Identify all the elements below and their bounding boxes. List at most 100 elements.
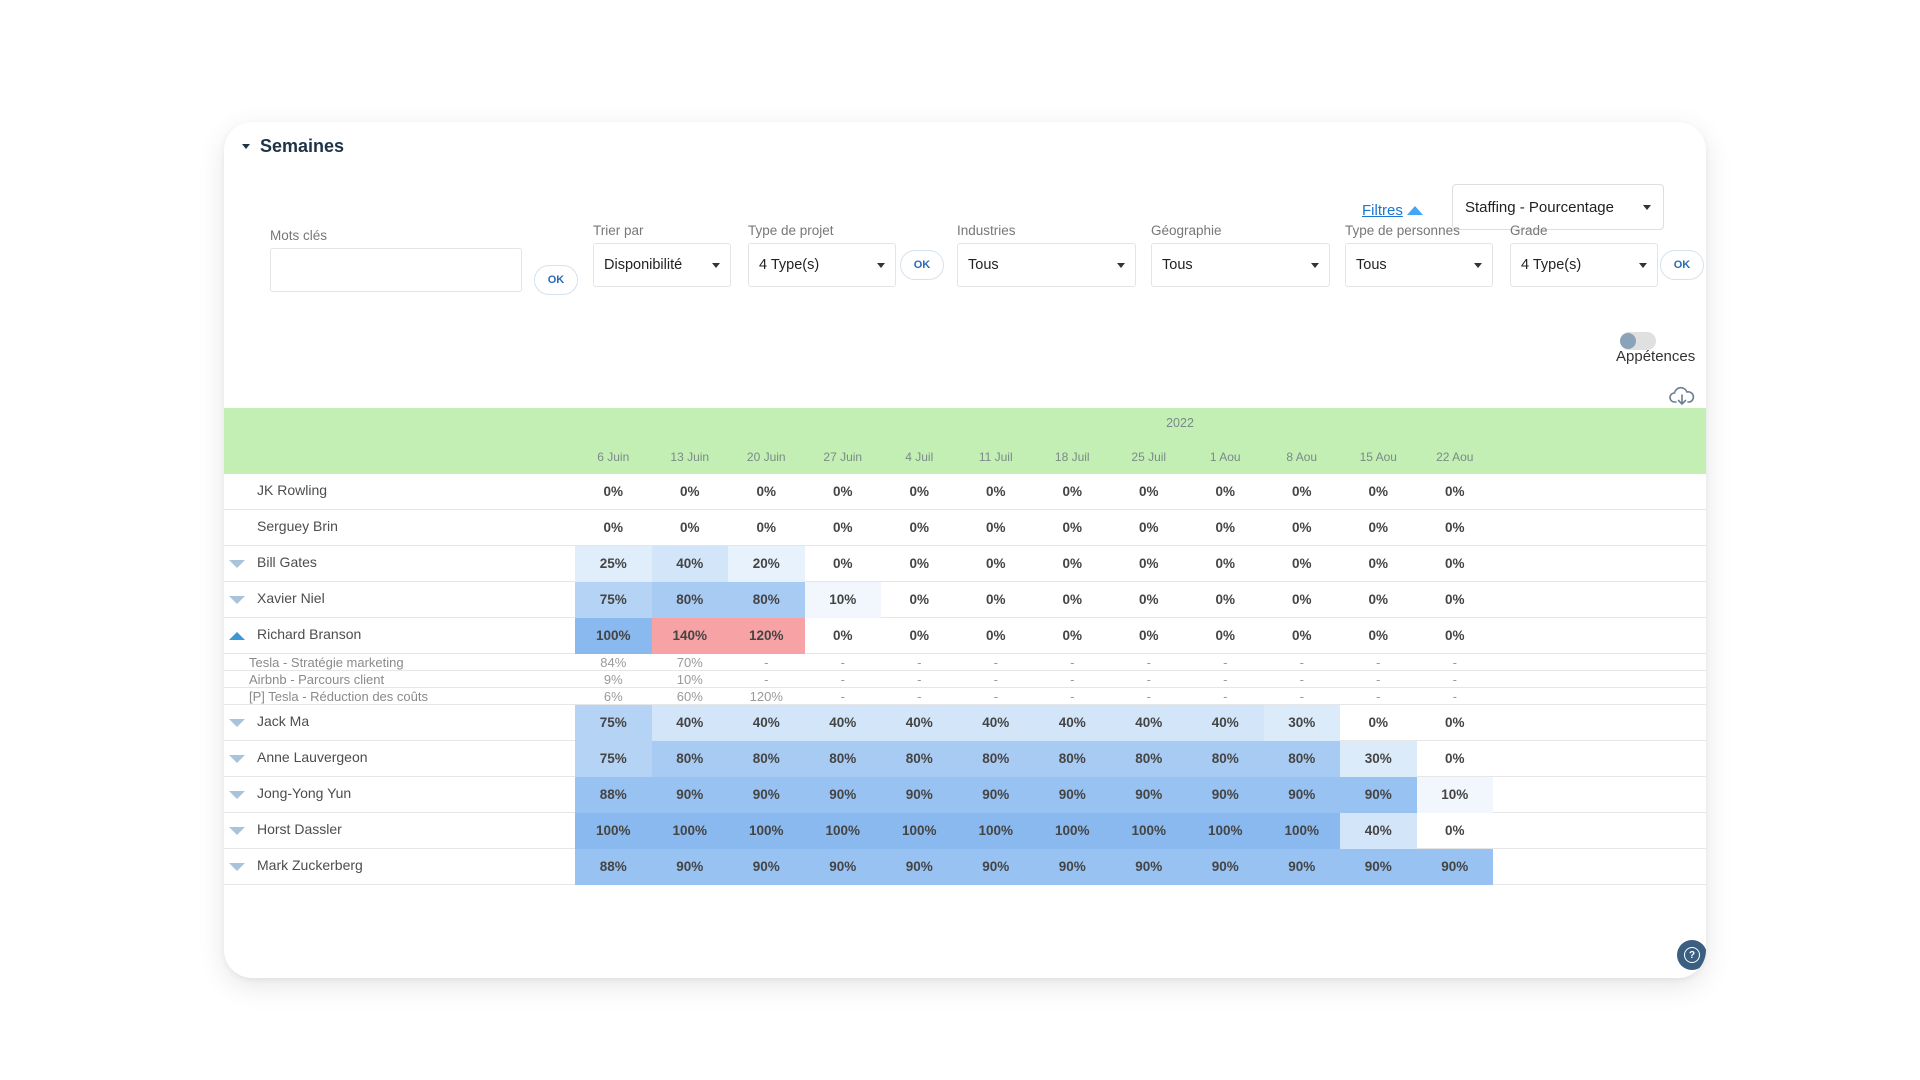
staffing-cell[interactable]: 0% [1444,823,1465,838]
project-type-select[interactable]: 4 Type(s) [748,243,896,287]
staffing-cell[interactable]: 40% [651,705,728,741]
staffing-cell[interactable]: 10% [1416,777,1493,813]
person-row[interactable]: Serguey Brin 0% 0% 0% 0% 0% 0% 0% 0% 0% 0% 0% 0% [224,510,1706,546]
staffing-cell[interactable]: 40% [1187,705,1264,741]
staffing-cell[interactable]: 40% [881,705,958,741]
cloud-download-icon[interactable] [1669,386,1695,406]
staffing-cell[interactable]: 0% [832,628,853,643]
staffing-cell[interactable]: 90% [957,777,1034,813]
person-row[interactable]: Richard Branson 100% 140% 120% 0% 0% 0% 0% 0% 0% 0… [224,618,1706,654]
project-type-ok-button[interactable]: OK [900,250,944,280]
staffing-cell[interactable]: 0% [1291,592,1312,607]
staffing-cell[interactable]: 0% [1291,520,1312,535]
filters-link-label[interactable]: Filtres [1362,202,1403,219]
person-row[interactable]: Jong-Yong Yun 88% 90% 90% 90% 90% 90% 90% 90% 90%… [224,777,1706,813]
staffing-cell[interactable]: 0% [603,484,623,499]
staffing-cell[interactable]: 0% [909,592,929,607]
staffing-cell[interactable]: 0% [832,556,853,571]
help-button[interactable]: ? [1677,940,1706,970]
person-row[interactable]: Xavier Niel 75% 80% 80% 10% 0% 0% 0% 0% 0% 0% 0% 0% [224,582,1706,618]
staffing-cell[interactable]: 140% [651,618,728,654]
staffing-cell[interactable]: 100% [1187,813,1264,849]
staffing-cell[interactable]: 100% [804,813,881,849]
staffing-cell[interactable]: 90% [881,849,958,885]
staffing-cell[interactable]: 75% [575,582,652,618]
staffing-cell[interactable]: 0% [756,520,776,535]
staffing-cell[interactable]: 0% [1215,628,1235,643]
staffing-cell[interactable]: 0% [1291,556,1312,571]
grade-select[interactable]: 4 Type(s) [1510,243,1658,287]
staffing-cell[interactable]: 90% [1263,777,1340,813]
staffing-cell[interactable]: 90% [1340,777,1417,813]
staffing-cell[interactable]: 80% [957,741,1034,777]
staffing-cell[interactable]: 90% [651,849,728,885]
staffing-cell[interactable]: 0% [985,520,1006,535]
staffing-cell[interactable]: 30% [1340,741,1417,777]
staffing-cell[interactable]: 90% [881,777,958,813]
people-type-select[interactable]: Tous [1345,243,1493,287]
staffing-cell[interactable]: 40% [651,546,728,582]
staffing-cell[interactable]: 80% [728,741,805,777]
person-row[interactable]: Bill Gates 25% 40% 20% 0% 0% 0% 0% 0% 0% 0% 0% 0% [224,546,1706,582]
staffing-cell[interactable]: 0% [756,484,776,499]
staffing-cell[interactable]: 0% [1444,628,1465,643]
staffing-cell[interactable]: 100% [575,618,652,654]
staffing-cell[interactable]: 80% [651,582,728,618]
appetences-toggle[interactable] [1620,332,1656,350]
staffing-cell[interactable]: 0% [1368,715,1388,730]
staffing-cell[interactable]: 120% [728,618,805,654]
expand-arrow-icon[interactable] [229,755,245,763]
filters-toggle-link[interactable]: Filtres [1362,202,1423,219]
staffing-cell[interactable]: 0% [1138,520,1159,535]
staffing-cell[interactable]: 0% [832,520,853,535]
staffing-cell[interactable]: 0% [1138,592,1159,607]
person-row[interactable]: Anne Lauvergeon 75% 80% 80% 80% 80% 80% 80% 80% 8… [224,741,1706,777]
staffing-cell[interactable]: 0% [1138,484,1159,499]
staffing-cell[interactable]: 0% [1062,592,1082,607]
staffing-cell[interactable]: 20% [728,546,805,582]
staffing-cell[interactable]: 80% [1034,741,1111,777]
staffing-cell[interactable]: 88% [575,849,652,885]
person-row[interactable]: Jack Ma 75% 40% 40% 40% 40% 40% 40% 40% 40% 30% 0% 0… [224,705,1706,741]
staffing-cell[interactable]: 0% [1291,484,1312,499]
staffing-cell[interactable]: 80% [728,582,805,618]
staffing-cell[interactable]: 100% [957,813,1034,849]
staffing-cell[interactable]: 0% [1215,556,1235,571]
staffing-cell[interactable]: 100% [651,813,728,849]
collapse-caret-icon[interactable] [242,144,250,149]
person-row[interactable]: Horst Dassler 100% 100% 100% 100% 100% 100% 100… [224,813,1706,849]
staffing-cell[interactable]: 90% [1034,849,1111,885]
staffing-cell[interactable]: 0% [679,520,700,535]
keywords-input[interactable] [270,248,522,292]
expand-arrow-icon[interactable] [229,791,245,799]
staffing-cell[interactable]: 0% [1444,520,1465,535]
staffing-cell[interactable]: 0% [832,484,853,499]
staffing-cell[interactable]: 80% [1110,741,1187,777]
expand-arrow-icon[interactable] [229,827,245,835]
staffing-cell[interactable]: 0% [1062,484,1082,499]
staffing-cell[interactable]: 0% [1138,628,1159,643]
staffing-cell[interactable]: 0% [1368,628,1388,643]
staffing-cell[interactable]: 80% [804,741,881,777]
expand-arrow-icon[interactable] [229,719,245,727]
staffing-cell[interactable]: 40% [957,705,1034,741]
sort-select[interactable]: Disponibilité [593,243,731,287]
staffing-cell[interactable]: 90% [1340,849,1417,885]
staffing-cell[interactable]: 90% [804,777,881,813]
staffing-cell[interactable]: 0% [985,484,1006,499]
staffing-cell[interactable]: 10% [804,582,881,618]
staffing-cell[interactable]: 90% [1416,849,1493,885]
keywords-ok-button[interactable]: OK [534,265,578,295]
staffing-cell[interactable]: 100% [728,813,805,849]
staffing-cell[interactable]: 0% [1291,628,1312,643]
staffing-cell[interactable]: 90% [1110,849,1187,885]
section-header[interactable]: Semaines [242,136,344,157]
staffing-cell[interactable]: 90% [651,777,728,813]
staffing-cell[interactable]: 40% [728,705,805,741]
staffing-cell[interactable]: 90% [1263,849,1340,885]
staffing-cell[interactable]: 0% [985,592,1006,607]
staffing-cell[interactable]: 0% [1368,520,1388,535]
staffing-cell[interactable]: 0% [909,628,929,643]
staffing-cell[interactable]: 0% [909,556,929,571]
staffing-cell[interactable]: 0% [1444,751,1465,766]
